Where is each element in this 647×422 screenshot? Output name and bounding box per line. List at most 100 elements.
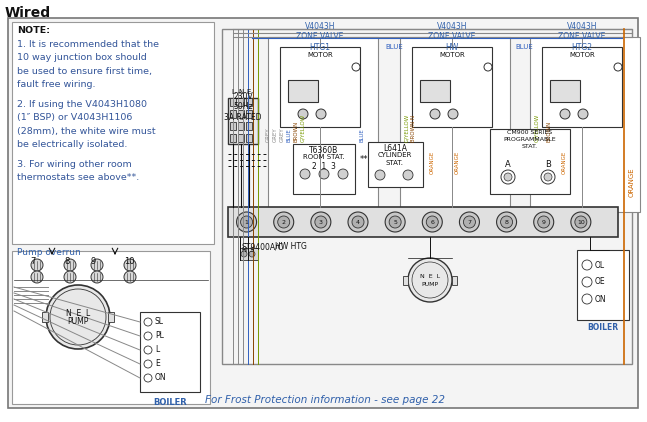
Bar bbox=[403, 276, 408, 285]
Bar bbox=[228, 98, 258, 144]
Text: BOILER: BOILER bbox=[153, 398, 187, 407]
Text: HW HTG: HW HTG bbox=[275, 242, 307, 251]
Text: BROWN N: BROWN N bbox=[411, 115, 417, 142]
Text: BROWN: BROWN bbox=[294, 121, 298, 142]
Text: 7: 7 bbox=[467, 219, 472, 225]
Text: N  E  L: N E L bbox=[66, 309, 90, 319]
Circle shape bbox=[501, 170, 515, 184]
Text: CM900 SERIES: CM900 SERIES bbox=[507, 130, 553, 135]
Circle shape bbox=[237, 212, 257, 232]
Text: BLUE: BLUE bbox=[287, 128, 292, 142]
Text: GREY: GREY bbox=[272, 127, 278, 142]
Text: BROWN: BROWN bbox=[547, 121, 551, 142]
Text: 8: 8 bbox=[505, 219, 509, 225]
Circle shape bbox=[338, 169, 348, 179]
Text: BLUE: BLUE bbox=[385, 44, 402, 50]
Circle shape bbox=[578, 109, 588, 119]
Circle shape bbox=[241, 216, 252, 228]
Bar bbox=[490, 129, 570, 194]
Text: L641A: L641A bbox=[383, 144, 407, 153]
Text: A: A bbox=[505, 160, 511, 168]
Text: 8: 8 bbox=[64, 257, 69, 266]
Text: **: ** bbox=[360, 154, 368, 163]
Text: OL: OL bbox=[595, 260, 605, 270]
Circle shape bbox=[64, 271, 76, 283]
Bar bbox=[230, 110, 236, 118]
Bar bbox=[238, 110, 244, 118]
Circle shape bbox=[91, 259, 103, 271]
Text: 10: 10 bbox=[124, 257, 135, 266]
Text: PL: PL bbox=[155, 332, 164, 341]
Bar bbox=[412, 47, 492, 127]
Circle shape bbox=[463, 216, 476, 228]
Text: V4043H
ZONE VALVE
HTG1: V4043H ZONE VALVE HTG1 bbox=[296, 22, 344, 52]
Circle shape bbox=[352, 216, 364, 228]
Text: ORANGE: ORANGE bbox=[430, 151, 435, 174]
Text: 230V
50Hz
3A RATED: 230V 50Hz 3A RATED bbox=[225, 92, 262, 122]
Circle shape bbox=[614, 63, 622, 71]
Circle shape bbox=[571, 212, 591, 232]
Circle shape bbox=[389, 216, 401, 228]
Circle shape bbox=[144, 318, 152, 326]
Circle shape bbox=[541, 170, 555, 184]
Circle shape bbox=[316, 109, 326, 119]
Circle shape bbox=[249, 251, 255, 257]
Bar bbox=[288, 80, 318, 102]
Circle shape bbox=[31, 271, 43, 283]
Circle shape bbox=[298, 109, 308, 119]
Text: E: E bbox=[155, 360, 160, 368]
Bar bbox=[246, 134, 252, 142]
Bar bbox=[542, 47, 622, 127]
Text: 9: 9 bbox=[542, 219, 545, 225]
Text: 1: 1 bbox=[245, 219, 248, 225]
Circle shape bbox=[46, 285, 110, 349]
Text: GREY: GREY bbox=[280, 127, 285, 142]
Text: ORANGE: ORANGE bbox=[562, 151, 567, 174]
Text: L: L bbox=[155, 346, 159, 354]
Bar bbox=[238, 134, 244, 142]
Text: 9: 9 bbox=[91, 257, 96, 266]
Text: V4043H
ZONE VALVE
HTG2: V4043H ZONE VALVE HTG2 bbox=[558, 22, 606, 52]
Circle shape bbox=[144, 374, 152, 382]
Text: fault free wiring.: fault free wiring. bbox=[17, 80, 96, 89]
Text: be used to ensure first time,: be used to ensure first time, bbox=[17, 67, 152, 76]
Text: MOTOR: MOTOR bbox=[569, 52, 595, 58]
Circle shape bbox=[582, 294, 592, 304]
Text: 4: 4 bbox=[356, 219, 360, 225]
Text: Wired: Wired bbox=[5, 6, 51, 20]
Bar bbox=[530, 37, 640, 212]
Text: BLUE: BLUE bbox=[360, 128, 364, 142]
Bar bbox=[293, 144, 355, 194]
Text: STAT.: STAT. bbox=[522, 144, 538, 149]
Circle shape bbox=[448, 109, 458, 119]
Circle shape bbox=[311, 212, 331, 232]
Text: ROOM STAT.: ROOM STAT. bbox=[303, 154, 345, 160]
Text: 7: 7 bbox=[30, 257, 36, 266]
Text: NOTE:: NOTE: bbox=[17, 26, 50, 35]
Bar bbox=[246, 110, 252, 118]
Bar bbox=[452, 276, 457, 285]
Bar bbox=[42, 312, 48, 322]
Text: MOTOR: MOTOR bbox=[307, 52, 333, 58]
Text: 6: 6 bbox=[430, 219, 434, 225]
Circle shape bbox=[64, 259, 76, 271]
Bar bbox=[230, 122, 236, 130]
Text: ON: ON bbox=[595, 295, 607, 303]
Bar bbox=[140, 312, 200, 392]
Text: B: B bbox=[545, 160, 551, 168]
Circle shape bbox=[430, 109, 440, 119]
Circle shape bbox=[319, 169, 329, 179]
Text: 1. It is recommended that the: 1. It is recommended that the bbox=[17, 40, 159, 49]
Text: V4043H
ZONE VALVE
HW: V4043H ZONE VALVE HW bbox=[428, 22, 476, 52]
Bar bbox=[222, 29, 632, 364]
Text: 10 way junction box should: 10 way junction box should bbox=[17, 53, 147, 62]
Text: 5: 5 bbox=[393, 219, 397, 225]
Text: OE: OE bbox=[595, 278, 606, 287]
Bar bbox=[228, 207, 618, 237]
Text: G/YELLOW: G/YELLOW bbox=[534, 114, 540, 142]
Circle shape bbox=[385, 212, 405, 232]
Text: 3. For wiring other room: 3. For wiring other room bbox=[17, 160, 132, 168]
Text: PUMP: PUMP bbox=[67, 316, 89, 325]
Text: CYLINDER: CYLINDER bbox=[378, 152, 412, 158]
Circle shape bbox=[459, 212, 479, 232]
